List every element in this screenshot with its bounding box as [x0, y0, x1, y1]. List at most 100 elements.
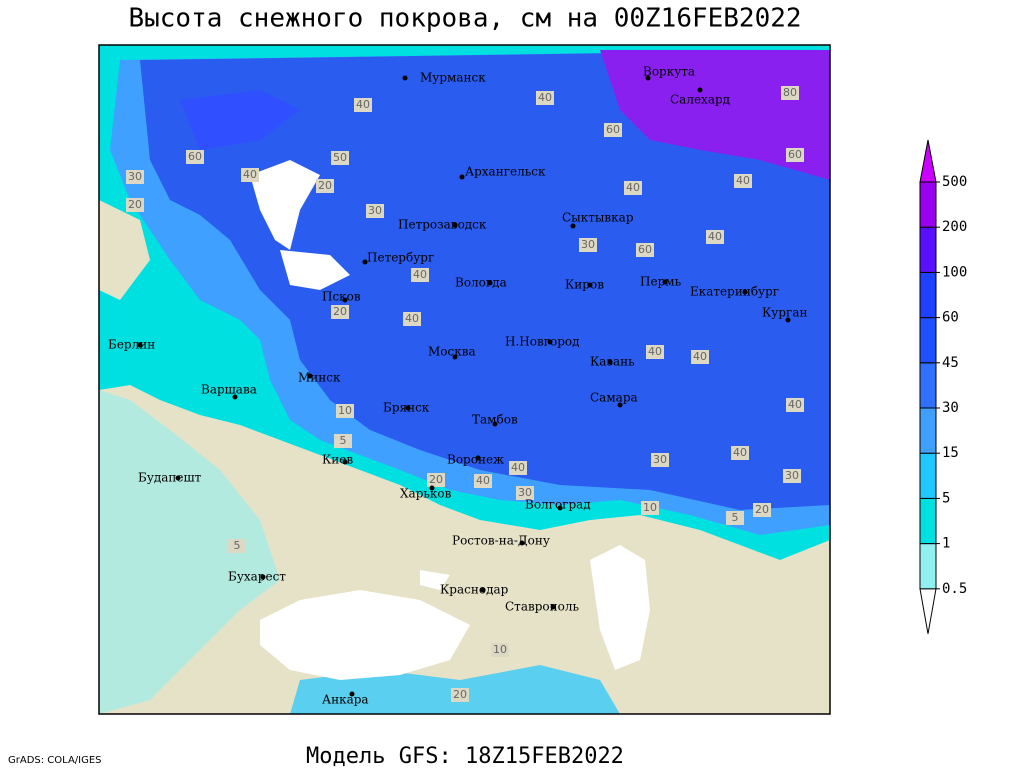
contour-label: 60	[188, 150, 202, 163]
colorbar-label: 0.5	[942, 581, 967, 597]
city-dot	[607, 359, 613, 365]
colorbar-label: 5	[942, 490, 950, 506]
contour-label-box	[781, 86, 799, 100]
contour-label: 20	[429, 473, 443, 486]
contour-label: 20	[318, 179, 332, 192]
contour-label: 60	[606, 123, 620, 136]
contour-label: 40	[538, 91, 552, 104]
colorbar-segment	[919, 317, 937, 364]
credit: GrADS: COLA/IGES	[8, 755, 102, 766]
colorbar-segment	[919, 543, 937, 590]
colorbar-segment	[919, 362, 937, 409]
colorbar-triangle	[919, 139, 937, 183]
city-label: Ростов-на-Дону	[452, 534, 550, 548]
colorbar-label: 30	[942, 400, 959, 416]
cities: Мурманск Воркута Салехард Архангельск Сыктыв…	[108, 65, 807, 707]
contour-label-box	[691, 350, 709, 364]
footer: Модель GFS: 18Z15FEB2022	[306, 744, 624, 768]
contour-label-box	[451, 688, 469, 702]
contour-labels: 60 40 30 20 50 20 40 60 80 60 40 40 40 60 30 40 20 40 40 40…	[126, 86, 804, 702]
contour-label: 20	[128, 198, 142, 211]
city-dot	[260, 574, 266, 580]
contour-label: 10	[338, 404, 352, 417]
city-label: Воркута	[643, 65, 695, 79]
contour-label-box	[366, 204, 384, 218]
city-label: Архангельск	[465, 165, 546, 179]
city-dot	[662, 279, 668, 285]
contour-label: 40	[511, 461, 525, 474]
city-dot	[519, 540, 525, 546]
contour-label: 20	[755, 503, 769, 516]
city-dot	[429, 485, 435, 491]
contour-label: 40	[648, 345, 662, 358]
city-label: Анкара	[322, 693, 369, 707]
colorbar-segment	[919, 497, 937, 545]
city-label: Салехард	[670, 93, 730, 107]
contour-label: 40	[356, 98, 370, 111]
contour-label-box	[641, 501, 659, 515]
city-dot	[175, 475, 181, 481]
contour-label-box	[786, 398, 804, 412]
contour-label-box	[731, 446, 749, 460]
contour-label: 40	[476, 474, 490, 487]
contour-label: 40	[733, 446, 747, 459]
title: Высота снежного покрова, см на 00Z16FEB2…	[128, 4, 801, 34]
contour-label: 40	[413, 268, 427, 281]
contour-label-box	[651, 453, 669, 467]
contour-label-box	[536, 91, 554, 105]
contour-label: 40	[243, 168, 257, 181]
contour-label: 40	[736, 174, 750, 187]
city-label: Бухарест	[228, 570, 286, 584]
contour-label-box	[334, 434, 352, 448]
city-dot	[452, 354, 458, 360]
city-dot	[617, 402, 623, 408]
city-label: Берлин	[108, 338, 155, 352]
city-label: Краснодар	[440, 583, 509, 597]
contour-label: 10	[493, 643, 507, 656]
city-dot	[570, 223, 576, 229]
contour-label: 40	[788, 398, 802, 411]
city-label: Тамбов	[472, 413, 518, 427]
city-label: Пермь	[640, 275, 682, 289]
contour-label-box	[403, 312, 421, 326]
contour-label-box	[186, 150, 204, 164]
contour-label-box	[706, 230, 724, 244]
contour-label-box	[753, 503, 771, 517]
city-dot	[402, 75, 408, 81]
contour-label-box	[579, 238, 597, 252]
city-dot	[487, 280, 493, 286]
contour-label-box	[316, 179, 334, 193]
contour-label: 60	[788, 148, 802, 161]
city-dot	[697, 87, 703, 93]
city-label: Будапешт	[138, 471, 202, 485]
city-dot	[480, 587, 486, 593]
city-dot	[785, 317, 791, 323]
city-label: Минск	[298, 371, 341, 385]
contour-label-box	[516, 486, 534, 500]
city-label: Псков	[322, 290, 361, 304]
city-dot	[459, 174, 465, 180]
contour-label-box	[228, 539, 246, 553]
contour-label-box	[474, 474, 492, 488]
city-label: Сыктывкар	[562, 211, 634, 225]
city-label: Петрозаводск	[398, 218, 487, 232]
contour-label-box	[624, 181, 642, 195]
contour-label-box	[126, 198, 144, 212]
city-dot	[742, 289, 748, 295]
colorbar-label: 45	[942, 355, 959, 371]
city-dot	[307, 373, 313, 379]
contour-label: 30	[128, 170, 142, 183]
city-label: Ставрополь	[505, 600, 579, 614]
city-dot	[232, 394, 238, 400]
contour-label-box	[126, 170, 144, 184]
city-dot	[587, 282, 593, 288]
city-label: Варшава	[201, 383, 257, 397]
contour-label: 40	[405, 312, 419, 325]
contour-label-box	[646, 345, 664, 359]
city-label: Брянск	[383, 401, 430, 415]
contour-label-box	[726, 511, 744, 525]
contour-label: 80	[783, 86, 797, 99]
colorbar-segment	[919, 181, 937, 228]
city-label: Воронеж	[447, 453, 504, 467]
